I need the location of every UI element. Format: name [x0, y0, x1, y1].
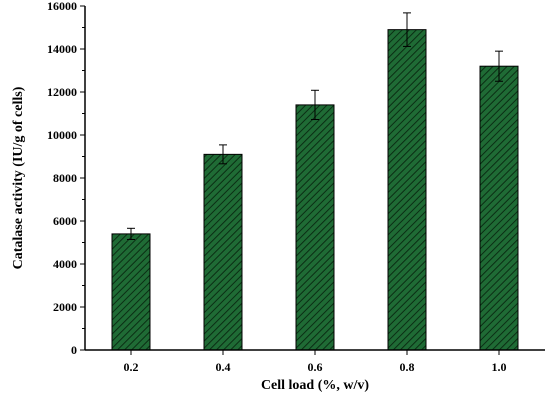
y-tick-label-10000: 10000 [47, 128, 77, 142]
error-bar-0.4 [219, 144, 227, 165]
x-tick-label-0.2: 0.2 [124, 360, 139, 374]
bar-1.0 [479, 65, 519, 351]
bar-0.6 [295, 104, 335, 351]
x-tick-label-0.4: 0.4 [216, 360, 231, 374]
bar-0.2 [111, 233, 151, 351]
y-tick-label-6000: 6000 [53, 214, 77, 228]
y-tick-label-8000: 8000 [53, 171, 77, 185]
x-tick-label-1.0: 1.0 [492, 360, 507, 374]
error-bar-1.0 [495, 50, 503, 82]
y-tick-label-14000: 14000 [47, 42, 77, 56]
x-tick-label-0.6: 0.6 [308, 360, 323, 374]
y-tick-label-4000: 4000 [53, 257, 77, 271]
x-tick-label-0.8: 0.8 [400, 360, 415, 374]
error-bar-0.6 [311, 89, 319, 121]
y-tick-label-12000: 12000 [47, 85, 77, 99]
y-axis-title: Catalase activity (IU/g of cells) [11, 86, 26, 269]
y-tick-label-0: 0 [71, 343, 77, 357]
y-tick-label-16000: 16000 [47, 0, 77, 13]
bar-0.4 [203, 153, 243, 351]
bar-0.8 [387, 29, 427, 351]
x-axis-title: Cell load (%, w/v) [261, 378, 369, 393]
error-bar-0.8 [403, 12, 411, 47]
y-tick-label-2000: 2000 [53, 300, 77, 314]
error-bar-0.2 [127, 227, 135, 240]
